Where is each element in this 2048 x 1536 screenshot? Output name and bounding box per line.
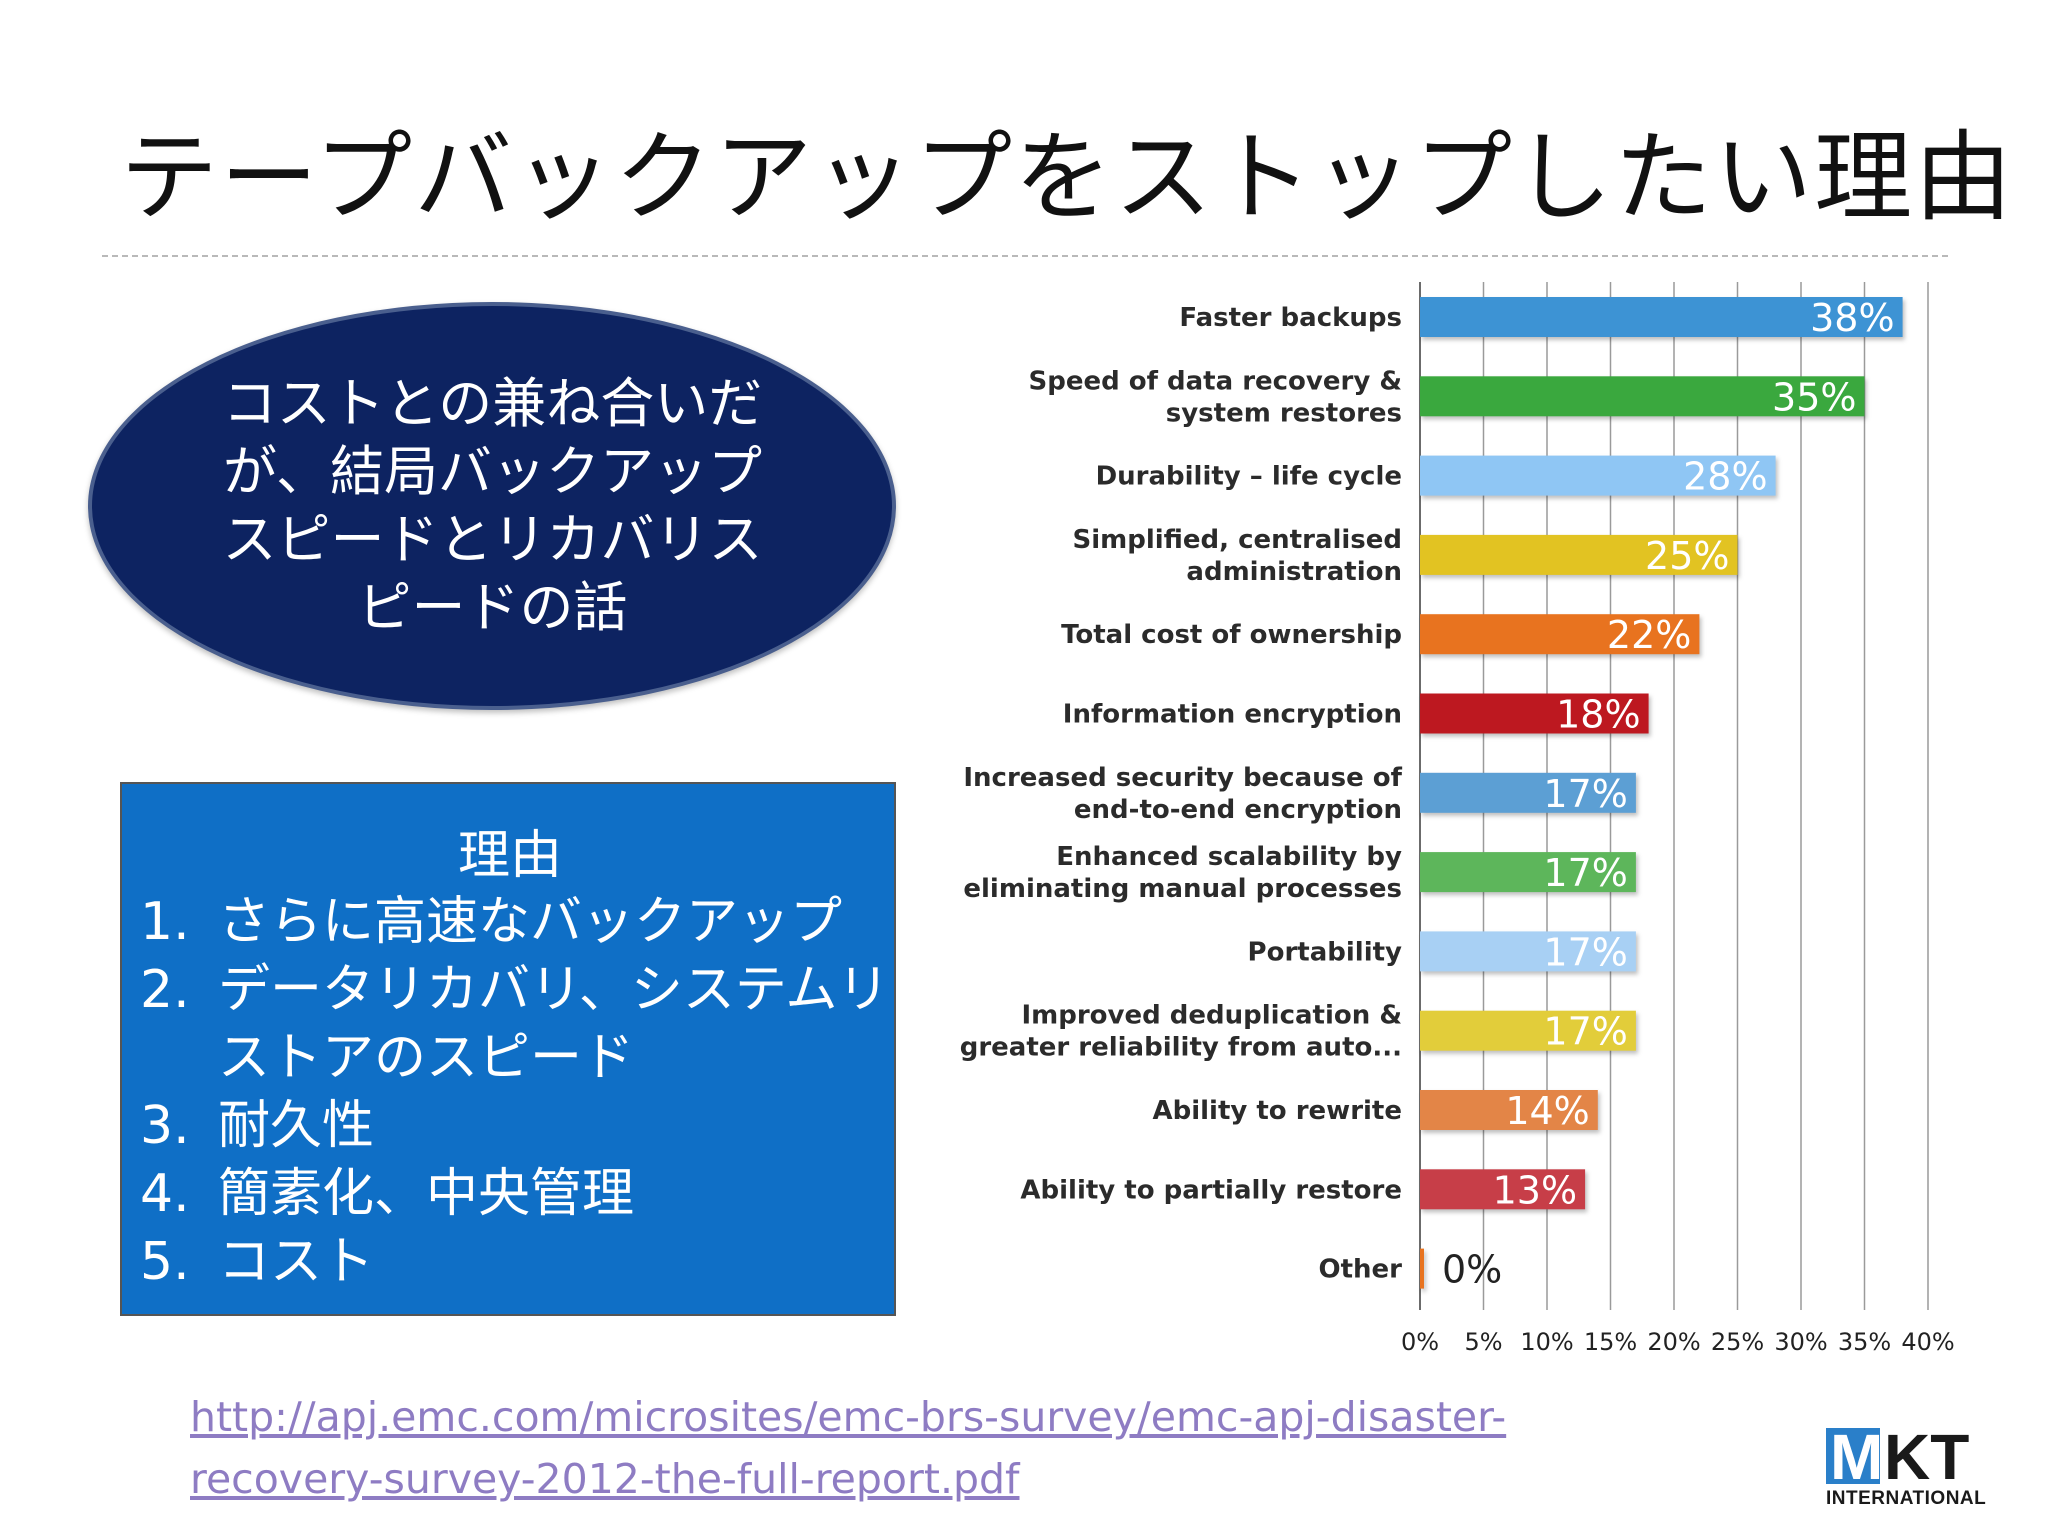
category-label: Portability <box>1248 937 1402 967</box>
category-label: Durability – life cycle <box>1096 462 1402 492</box>
logo-m-letter: M <box>1830 1421 1884 1493</box>
category-label: Speed of data recovery & system restores <box>1029 366 1402 428</box>
x-tick-label: 15% <box>1584 1328 1637 1356</box>
x-tick-label: 40% <box>1901 1328 1954 1356</box>
value-label: 22% <box>1607 613 1691 657</box>
reason-item: 2. データリカバリ、システムリストアのスピード <box>140 956 890 1092</box>
reason-number: 1. <box>140 892 190 952</box>
bar <box>1420 772 1636 813</box>
callout-ellipse <box>88 302 896 710</box>
bar <box>1420 1090 1598 1130</box>
reasons-heading: 理由 <box>457 826 562 886</box>
x-tick-label: 10% <box>1520 1328 1573 1356</box>
x-tick-label: 25% <box>1711 1328 1764 1356</box>
value-label: 17% <box>1543 1010 1627 1054</box>
reason-text: 簡素化、中央管理 <box>218 1164 635 1224</box>
reason-text: コスト <box>218 1232 375 1292</box>
reason-text: さらに高速なバックアップ <box>218 892 843 952</box>
x-tick-label: 20% <box>1647 1328 1700 1356</box>
category-label: Ability to partially restore <box>1020 1175 1402 1205</box>
reason-item: 5. コスト <box>140 1228 890 1296</box>
value-label: 14% <box>1505 1089 1589 1133</box>
reason-text: 耐久性 <box>218 1096 375 1156</box>
title-divider <box>102 255 1948 257</box>
bar <box>1420 693 1649 734</box>
callout-text: コストとの兼ね合いだが、結局バックアップスピードとリカバリスピードの話 <box>222 372 763 639</box>
bar <box>1420 455 1776 496</box>
value-label: 35% <box>1772 375 1856 419</box>
value-label: 17% <box>1543 772 1627 816</box>
reasons-list: 1. さらに高速なバックアップ 2. データリカバリ、システムリストアのスピード 3… <box>140 888 890 1296</box>
value-label: 0% <box>1442 1248 1502 1292</box>
bar <box>1420 297 1903 337</box>
slide-title: テープバックアップをストップしたい理由 <box>120 121 2015 235</box>
logo-subtitle: INTERNATIONAL <box>1826 1488 1987 1509</box>
bar <box>1420 1169 1586 1210</box>
category-label: Ability to rewrite <box>1152 1096 1402 1126</box>
reason-number: 5. <box>140 1232 190 1292</box>
value-label: 38% <box>1810 296 1894 340</box>
bar <box>1420 852 1636 893</box>
bar <box>1420 376 1865 417</box>
reason-number: 2. <box>140 960 190 1020</box>
value-label: 18% <box>1556 693 1640 737</box>
value-label: 17% <box>1543 851 1627 895</box>
bar <box>1420 1248 1424 1289</box>
category-label: Improved deduplication & greater reliabil… <box>960 1001 1402 1063</box>
x-tick-label: 0% <box>1401 1328 1439 1356</box>
x-tick-label: 5% <box>1464 1328 1502 1356</box>
bar <box>1420 1010 1636 1051</box>
bar <box>1420 534 1738 575</box>
category-label: Increased security because of end-to-end … <box>963 763 1402 825</box>
reason-item: 3. 耐久性 <box>140 1092 890 1160</box>
bar <box>1420 931 1636 972</box>
logo-mark <box>1826 1428 1880 1484</box>
category-label: Total cost of ownership <box>1061 620 1402 650</box>
reason-text: データリカバリ、システムリストアのスピード <box>218 960 890 1088</box>
reason-item: 1. さらに高速なバックアップ <box>140 888 890 956</box>
source-link[interactable]: http://apj.emc.com/microsites/emc-brs-su… <box>190 1393 1507 1503</box>
x-tick-label: 35% <box>1838 1328 1891 1356</box>
category-label: Enhanced scalability by eliminating manua… <box>963 842 1402 904</box>
value-label: 28% <box>1683 455 1767 499</box>
x-tick-label: 30% <box>1774 1328 1827 1356</box>
value-label: 13% <box>1493 1168 1577 1212</box>
company-logo: M KT INTERNATIONAL <box>1826 1422 2006 1512</box>
reason-item: 4. 簡素化、中央管理 <box>140 1160 890 1228</box>
category-label: Other <box>1319 1255 1403 1285</box>
reason-number: 3. <box>140 1096 190 1156</box>
category-label: Faster backups <box>1179 303 1402 333</box>
bar <box>1420 614 1700 655</box>
category-label: Simplified, centralised administration <box>1072 525 1402 587</box>
reason-number: 4. <box>140 1164 190 1224</box>
value-label: 17% <box>1543 930 1627 974</box>
category-label: Information encryption <box>1063 700 1402 730</box>
value-label: 25% <box>1645 534 1729 578</box>
logo-kt-letters: KT <box>1884 1421 1970 1493</box>
reasons-box: 理由 1. さらに高速なバックアップ 2. データリカバリ、システムリストアのスピー… <box>120 782 896 1316</box>
